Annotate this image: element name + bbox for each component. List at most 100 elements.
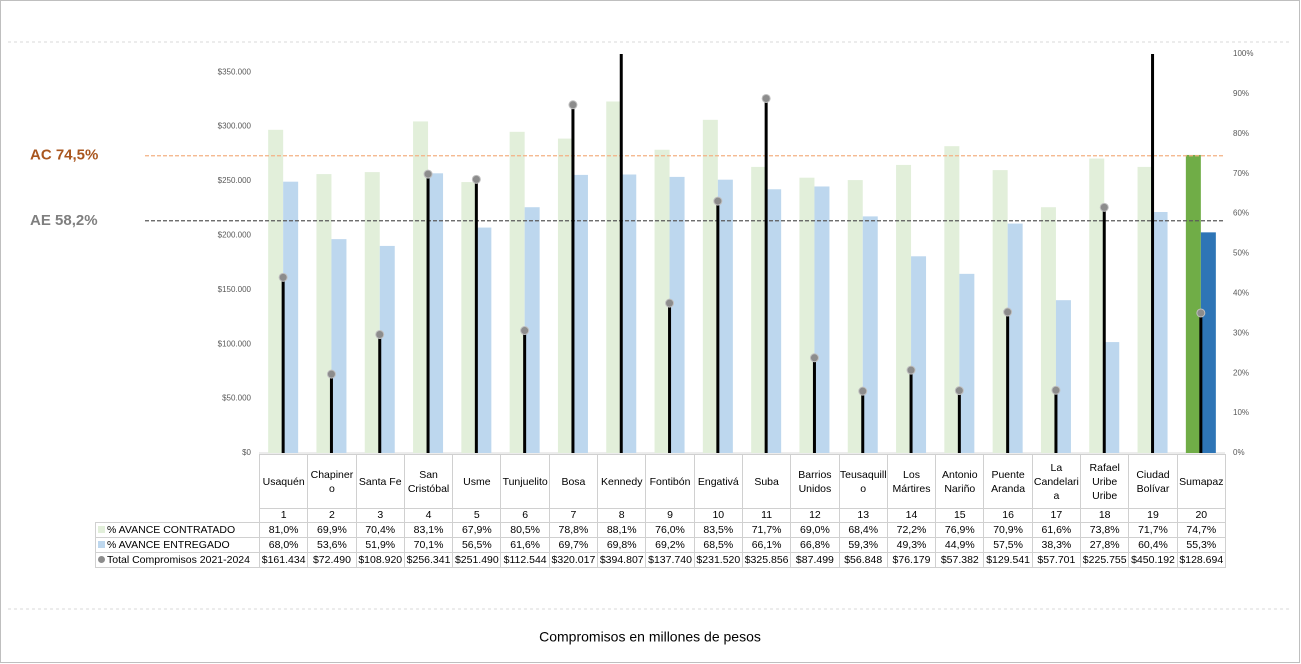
category-number: 10 [693,508,743,523]
series-row: % AVANCE CONTRATADO 81,0% 69,9% 70,4% 83,1% 6… [95,522,1226,538]
category-number: 13 [838,508,888,523]
data-cell: 74,7% [1176,522,1226,538]
stem-marker [809,353,819,363]
legend-label: Total Compromisos 2021-2024 [107,553,250,566]
data-cell: 68,4% [838,522,888,538]
bar [669,176,685,453]
data-cell: 69,8% [597,537,647,553]
bar [862,216,878,453]
data-cell: $129.541 [983,552,1033,568]
series-row: % AVANCE ENTREGADO 68,0% 53,6% 51,9% 70,1% 56… [95,537,1226,553]
category-label: Puente Aranda [983,454,1033,509]
blank-cell [96,455,260,509]
bar [1055,300,1071,453]
data-cell: 81,0% [258,522,309,538]
data-cell: 69,0% [790,522,840,538]
stems [278,19,1206,453]
bar [896,164,912,453]
header-row: Usaquén Chapinero Santa Fe San Cristóbal Usm… [96,454,1226,509]
bar [911,256,927,453]
y-tick-label: $150.000 [218,285,252,294]
category-label: Bosa [548,454,599,509]
category-label: Antonio Nariño [935,454,985,509]
y2-tick-label: 100% [1233,49,1253,58]
data-cell: 49,3% [886,537,937,553]
y2-tick-label: 20% [1233,368,1249,377]
bar [751,166,767,454]
stem-marker [326,369,336,379]
stem-marker [471,174,481,184]
category-number: 15 [935,508,985,523]
category-number: 3 [355,508,405,523]
data-cell: 69,2% [645,537,695,553]
y-tick-label: $0 [242,448,251,457]
data-cell: $225.755 [1080,552,1130,568]
data-cell: 67,9% [452,522,502,538]
data-cell: $112.544 [500,552,550,568]
bar [428,173,444,453]
bar [1007,223,1023,453]
stem-marker [617,19,625,27]
category-label: Suba [741,454,792,509]
bar [944,146,960,453]
data-cell: 66,8% [790,537,840,553]
number-row: 1 2 3 4 5 6 7 8 9 10 11 12 13 14 15 16 17 18 19 20 [96,508,1226,523]
bar [702,119,718,454]
data-cell: 72,2% [886,522,937,538]
category-label: Usaquén [258,454,309,509]
category-number: 12 [790,508,840,523]
data-cell: 69,7% [548,537,599,553]
data-cell: $325.856 [741,552,792,568]
data-cell: $251.490 [452,552,502,568]
stem-marker [954,386,964,396]
category-number: 2 [307,508,357,523]
y-tick-label: $250.000 [218,176,252,185]
legend-entry: % AVANCE ENTREGADO [95,537,260,553]
legend-label: % AVANCE ENTREGADO [107,538,230,551]
bar [1200,232,1216,453]
series-row: Total Compromisos 2021-2024 $161.434 $72.4… [95,552,1226,568]
category-number: 20 [1176,508,1226,523]
y-tick-label: $50.000 [222,394,251,403]
reference-label: AC 74,5% [30,147,98,164]
data-cell: 70,9% [983,522,1033,538]
legend-key [98,556,105,564]
bar [461,182,477,454]
bar [1185,154,1201,453]
bar [621,174,637,454]
data-cell: 83,1% [403,522,454,538]
data-cell: $72.490 [307,552,357,568]
bar [717,179,733,453]
stem-marker [665,298,675,308]
legend-entry: % AVANCE CONTRATADO [95,522,260,538]
category-label: Tunjuelito [500,454,550,509]
data-cell: $161.434 [258,552,309,568]
stem-marker [1003,307,1013,317]
data-cell: $450.192 [1128,552,1178,568]
bar [331,239,347,453]
data-table: Usaquén Chapinero Santa Fe San Cristóbal Usm… [95,454,1226,568]
data-cell: $256.341 [403,552,454,568]
y2-tick-label: 80% [1233,129,1249,138]
data-cell: 68,0% [258,537,309,553]
bar [1089,158,1105,453]
category-number: 7 [548,508,599,523]
y2-tick-label: 40% [1233,289,1249,298]
data-cell: 78,8% [548,522,599,538]
data-cell: $87.499 [790,552,840,568]
bar [379,245,395,453]
data-cell: $57.701 [1031,552,1082,568]
data-cell: 57,5% [983,537,1033,553]
data-cell: $320.017 [548,552,599,568]
data-cell: 38,3% [1031,537,1082,553]
data-cell: 56,5% [452,537,502,553]
bar [1040,207,1056,453]
data-cell: $57.382 [935,552,985,568]
category-number: 11 [741,508,792,523]
caption: Compromisos en millones de pesos [539,629,761,645]
category-label: La Candelaria [1031,454,1082,509]
category-label: Sumapaz [1176,454,1226,509]
category-label: Rafael Uribe Uribe [1080,454,1130,509]
legend-entry: Total Compromisos 2021-2024 [95,552,260,568]
